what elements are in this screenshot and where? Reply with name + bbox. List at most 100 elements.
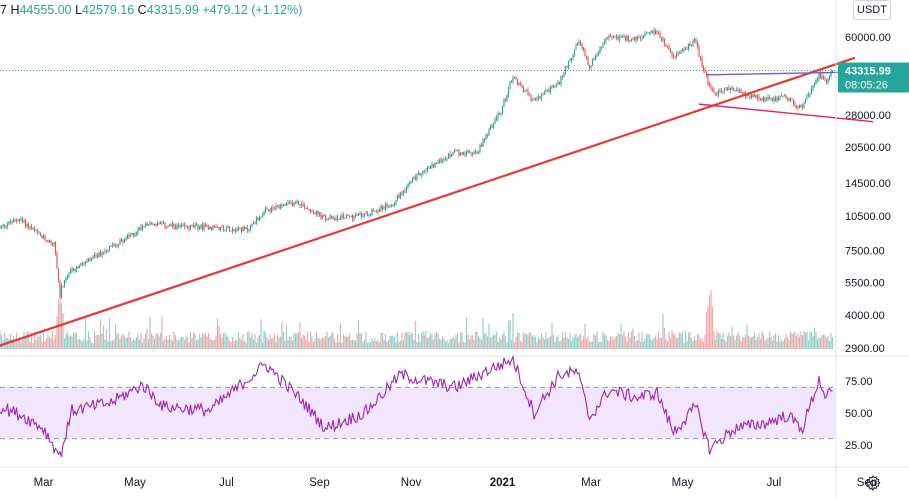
candle-body xyxy=(792,99,795,104)
volume-bar xyxy=(210,339,213,349)
volume-bar xyxy=(756,336,759,349)
candle-body xyxy=(810,88,813,94)
volume-bar xyxy=(297,332,300,349)
volume-bar xyxy=(462,341,465,349)
volume-bar xyxy=(419,341,421,349)
candle-body xyxy=(66,275,69,278)
ohlc-readout: 7 H44555.00 L42579.16 C43315.99 +479.12 … xyxy=(0,3,302,17)
candle-body xyxy=(521,85,523,87)
volume-bar xyxy=(14,339,16,349)
volume-bar xyxy=(185,336,187,349)
candle-body xyxy=(515,77,517,80)
last-price-badge xyxy=(838,62,909,93)
candle-body xyxy=(572,55,574,59)
candle-body xyxy=(704,69,706,73)
candle-body xyxy=(711,89,714,91)
candle-body xyxy=(438,158,441,162)
candle-body xyxy=(813,84,816,86)
volume-bar xyxy=(137,333,139,349)
candle-body xyxy=(531,99,534,101)
candle-body xyxy=(594,54,597,60)
candle-body xyxy=(135,232,138,235)
time-tick-label: May xyxy=(672,477,694,489)
volume-bar xyxy=(501,334,504,349)
volume-bar xyxy=(434,334,436,349)
candle-body xyxy=(642,35,645,38)
candle-body xyxy=(32,228,34,230)
candle-body xyxy=(696,42,699,47)
volume-bar xyxy=(588,341,591,349)
volume-bar xyxy=(480,340,483,349)
candle-body xyxy=(590,65,592,68)
volume-bar xyxy=(447,342,450,349)
candle-body xyxy=(74,269,76,271)
volume-bar xyxy=(599,341,601,349)
candle-body xyxy=(6,224,9,227)
volume-bar xyxy=(593,333,595,349)
volume-bar xyxy=(347,336,349,349)
candle-body xyxy=(701,58,703,67)
volume-bar xyxy=(485,332,487,349)
volume-bar xyxy=(164,338,166,349)
candle-body xyxy=(182,224,184,226)
candle-body xyxy=(387,206,390,208)
candle-body xyxy=(539,96,541,99)
candle-body xyxy=(161,222,163,224)
candle-body xyxy=(492,123,495,128)
volume-bar xyxy=(213,339,216,349)
volume-bar xyxy=(410,332,412,349)
candle-body xyxy=(128,234,130,237)
candle-body xyxy=(396,195,399,201)
candle-body xyxy=(177,224,180,227)
volume-bar xyxy=(741,337,744,349)
volume-bar xyxy=(785,333,787,349)
volume-bar xyxy=(270,338,273,349)
candle-body xyxy=(386,203,388,207)
gear-icon[interactable] xyxy=(864,474,882,492)
time-tick-label: May xyxy=(124,477,146,489)
volume-bar xyxy=(363,340,366,349)
volume-bar xyxy=(348,333,351,349)
volume-bar xyxy=(641,331,643,349)
volume-bar xyxy=(635,341,637,349)
volume-bar xyxy=(710,290,712,349)
volume-bar xyxy=(159,332,162,349)
time-tick-label: Mar xyxy=(34,477,54,489)
volume-bar xyxy=(755,340,757,349)
volume-bar xyxy=(573,335,576,349)
candle-body xyxy=(657,31,660,34)
candle-body xyxy=(426,167,429,171)
volume-bar xyxy=(671,329,673,349)
candle-body xyxy=(140,227,142,230)
volume-bar xyxy=(342,333,345,349)
volume-bar xyxy=(36,337,39,349)
candle-body xyxy=(159,222,162,224)
candle-body xyxy=(536,98,538,100)
volume-bar xyxy=(788,339,790,349)
candle-body xyxy=(720,90,723,92)
candle-body xyxy=(488,129,490,136)
candle-body xyxy=(651,30,654,32)
volume-bar xyxy=(498,336,501,349)
volume-bar xyxy=(168,334,171,349)
candle-body xyxy=(803,103,805,108)
candle-body xyxy=(617,36,619,40)
currency-button[interactable]: USDT xyxy=(853,0,891,20)
volume-bar xyxy=(224,332,226,349)
candle-body xyxy=(75,266,78,270)
volume-bar xyxy=(396,332,399,349)
volume-bar xyxy=(609,336,612,349)
volume-bar xyxy=(476,331,478,349)
candle-body xyxy=(591,59,594,66)
candle-body xyxy=(351,215,354,219)
candle-body xyxy=(684,49,687,51)
candle-body xyxy=(819,73,822,79)
candle-body xyxy=(782,95,784,97)
candle-body xyxy=(305,208,307,209)
volume-bar xyxy=(333,339,336,349)
candle-body xyxy=(498,113,501,115)
volume-bar xyxy=(3,332,6,349)
volume-bar xyxy=(431,334,433,349)
volume-bar xyxy=(597,341,600,349)
